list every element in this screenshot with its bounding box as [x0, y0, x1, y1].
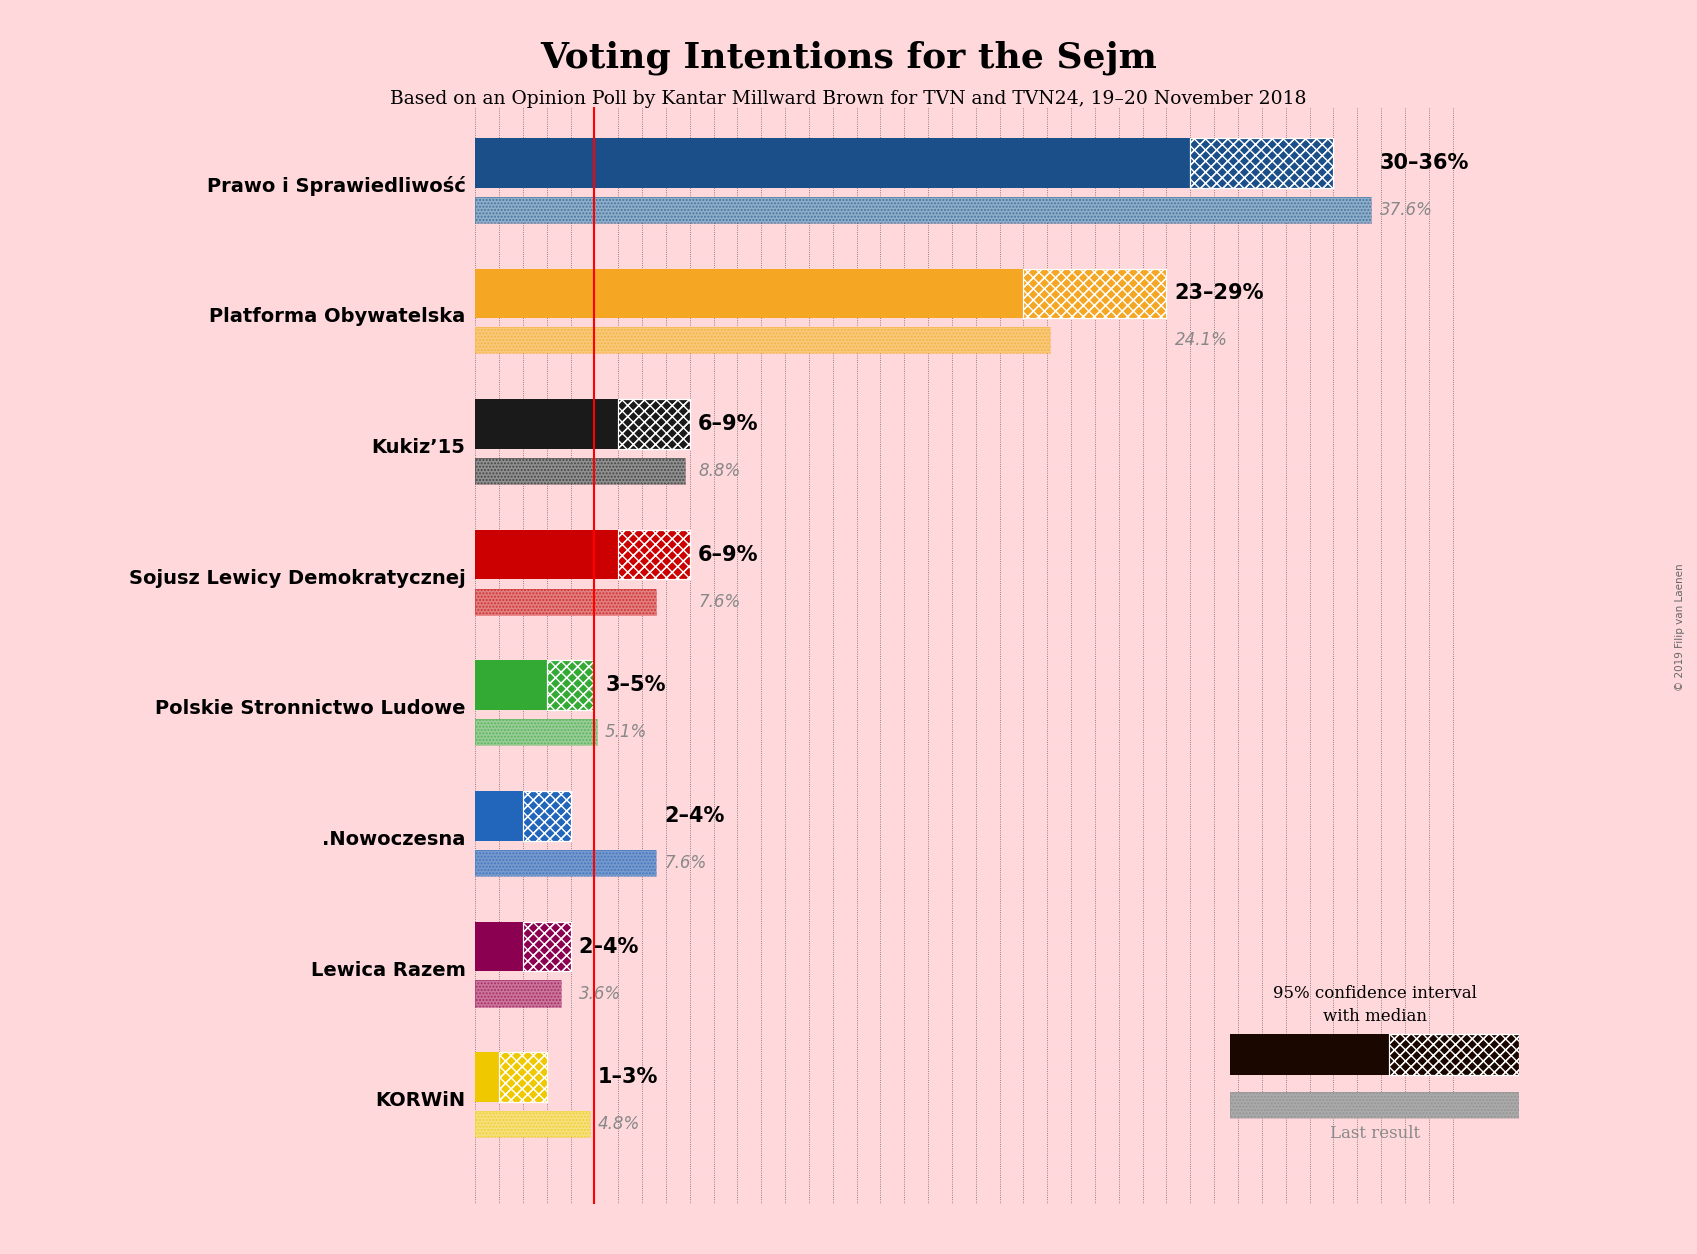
Text: 8.8%: 8.8% [697, 461, 740, 480]
Text: 3–5%: 3–5% [606, 675, 665, 695]
Bar [499, 1052, 546, 1102]
Text: 3.6%: 3.6% [579, 984, 621, 1002]
Bar [1230, 1035, 1388, 1075]
Bar [475, 197, 1371, 223]
Text: .Nowoczesna: .Nowoczesna [322, 830, 465, 849]
Bar [475, 327, 1050, 354]
Bar [475, 268, 1023, 319]
Bar [475, 138, 1190, 188]
Bar [475, 1052, 499, 1102]
Text: Lewica Razem: Lewica Razem [311, 961, 465, 979]
Bar [475, 720, 597, 745]
Bar [475, 197, 1371, 223]
Text: Prawo i Sprawiedliwość: Prawo i Sprawiedliwość [207, 177, 465, 197]
Text: 30–36%: 30–36% [1380, 153, 1470, 173]
Text: 7.6%: 7.6% [697, 593, 740, 611]
Text: KORWiN: KORWiN [375, 1091, 465, 1110]
Text: 95% confidence interval
with median: 95% confidence interval with median [1273, 986, 1476, 1025]
Bar [499, 1052, 546, 1102]
Bar [618, 399, 689, 449]
Bar [475, 850, 657, 877]
Text: 7.6%: 7.6% [665, 854, 708, 872]
Bar [475, 399, 618, 449]
Bar [475, 981, 562, 1007]
Bar [618, 399, 689, 449]
Text: Based on an Opinion Poll by Kantar Millward Brown for TVN and TVN24, 19–20 Novem: Based on an Opinion Poll by Kantar Millw… [390, 90, 1307, 108]
Text: 4.8%: 4.8% [597, 1115, 640, 1134]
Bar [1023, 268, 1166, 319]
Bar [475, 981, 562, 1007]
Bar [475, 588, 657, 614]
Text: Kukiz’15: Kukiz’15 [372, 438, 465, 456]
Text: Polskie Stronnictwo Ludowe: Polskie Stronnictwo Ludowe [154, 700, 465, 719]
Text: Sojusz Lewicy Demokratycznej: Sojusz Lewicy Demokratycznej [129, 568, 465, 588]
Bar [523, 791, 570, 840]
Bar [1023, 268, 1166, 319]
Text: 1–3%: 1–3% [597, 1067, 658, 1087]
Text: 37.6%: 37.6% [1380, 201, 1432, 218]
Bar [546, 661, 594, 710]
Text: 23–29%: 23–29% [1174, 283, 1264, 303]
Bar [1230, 1092, 1519, 1117]
Bar [475, 850, 657, 877]
Bar [475, 458, 686, 484]
Bar [523, 791, 570, 840]
Text: 2–4%: 2–4% [579, 937, 640, 957]
Bar [475, 791, 523, 840]
Bar [618, 529, 689, 579]
Bar [475, 458, 686, 484]
Text: 6–9%: 6–9% [697, 544, 759, 564]
Text: 5.1%: 5.1% [606, 724, 647, 741]
Bar [1388, 1035, 1519, 1075]
Text: 24.1%: 24.1% [1174, 331, 1227, 350]
Text: 2–4%: 2–4% [665, 806, 725, 826]
Bar [1230, 1092, 1519, 1117]
Text: 6–9%: 6–9% [697, 414, 759, 434]
Bar [475, 720, 597, 745]
Text: Platforma Obywatelska: Platforma Obywatelska [209, 307, 465, 326]
Bar [618, 529, 689, 579]
Bar [523, 922, 570, 972]
Bar [475, 1111, 589, 1137]
Bar [475, 529, 618, 579]
Bar [475, 588, 657, 614]
Bar [1388, 1035, 1519, 1075]
Bar [1190, 138, 1334, 188]
Bar [475, 661, 546, 710]
Text: Last result: Last result [1329, 1125, 1420, 1142]
Text: Voting Intentions for the Sejm: Voting Intentions for the Sejm [540, 40, 1157, 75]
Bar [546, 661, 594, 710]
Text: © 2019 Filip van Laenen: © 2019 Filip van Laenen [1675, 563, 1685, 691]
Bar [475, 1111, 589, 1137]
Bar [523, 922, 570, 972]
Bar [1190, 138, 1334, 188]
Bar [475, 922, 523, 972]
Bar [475, 327, 1050, 354]
